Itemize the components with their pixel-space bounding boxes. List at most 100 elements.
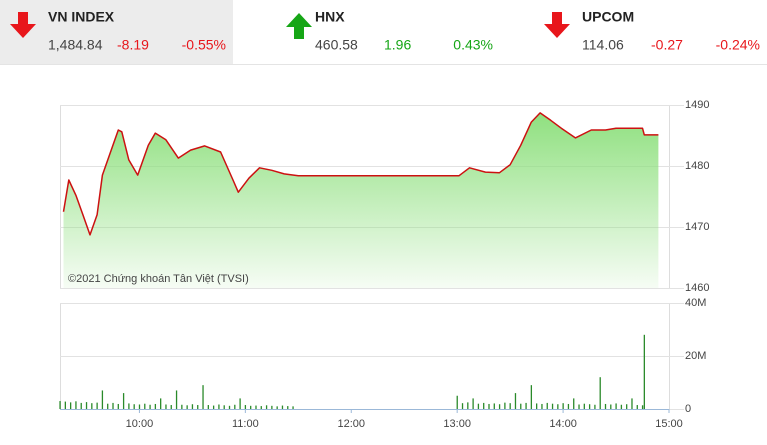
volume-bar bbox=[504, 402, 506, 409]
volume-bar bbox=[186, 405, 188, 409]
volume-bar bbox=[281, 405, 284, 409]
copyright: ©2021 Chứng khoán Tân Việt (TVSI) bbox=[68, 273, 249, 285]
volume-bar bbox=[138, 404, 141, 409]
volume-bar bbox=[144, 403, 146, 409]
volume-bar bbox=[207, 405, 209, 409]
index-change: -8.19 bbox=[117, 37, 149, 53]
volume-bar bbox=[546, 402, 548, 409]
volume-bar bbox=[160, 398, 162, 409]
index-name: VN INDEX bbox=[48, 9, 115, 25]
volume-bar bbox=[91, 403, 93, 409]
volume-bar bbox=[599, 377, 601, 409]
volume-bar bbox=[80, 402, 82, 409]
volume-bar bbox=[641, 405, 644, 409]
volume-bar bbox=[514, 393, 517, 409]
y-tick-label: 1460 bbox=[685, 282, 709, 294]
index-tab[interactable]: VN INDEX 1,484.84 -8.19 -0.55% bbox=[10, 9, 226, 53]
volume-bar bbox=[234, 404, 236, 409]
volume-bar bbox=[631, 398, 633, 409]
x-tick-label: 15:00 bbox=[655, 418, 683, 430]
volume-bar bbox=[626, 404, 628, 409]
index-value: 1,484.84 bbox=[48, 37, 103, 53]
volume-bar bbox=[520, 403, 522, 409]
volume-bar bbox=[292, 406, 294, 409]
volume-bar bbox=[557, 404, 559, 409]
y-tick-label: 0 bbox=[685, 403, 691, 415]
direction-arrow bbox=[286, 13, 312, 39]
volume-bar bbox=[149, 404, 151, 409]
direction-arrow bbox=[544, 12, 570, 38]
volume-bar bbox=[461, 403, 464, 409]
volume-bar bbox=[128, 403, 130, 409]
volume-bar bbox=[255, 405, 257, 409]
index-value: 460.58 bbox=[315, 37, 358, 53]
volume-bar bbox=[498, 404, 501, 409]
volume-bar bbox=[202, 385, 204, 409]
index-value: 114.06 bbox=[582, 37, 624, 53]
volume-bar bbox=[197, 405, 199, 409]
volume-bar bbox=[223, 405, 225, 409]
index-change: -0.27 bbox=[651, 37, 683, 53]
index-tab[interactable]: UPCOM 114.06 -0.27 -0.24% bbox=[544, 9, 760, 53]
volume-bar bbox=[133, 404, 135, 409]
volume-bar bbox=[610, 404, 612, 409]
index-change: 1.96 bbox=[384, 37, 411, 53]
y-tick-label: 1470 bbox=[685, 221, 709, 233]
index-name: UPCOM bbox=[582, 9, 634, 25]
index-name: HNX bbox=[315, 9, 345, 25]
volume-bar bbox=[488, 403, 490, 409]
volume-bar bbox=[85, 402, 88, 409]
volume-bar bbox=[276, 406, 278, 409]
index-percent: -0.24% bbox=[716, 37, 760, 53]
y-tick-label: 1480 bbox=[685, 160, 709, 172]
volume-bar bbox=[483, 402, 485, 409]
index-percent: -0.55% bbox=[182, 37, 226, 53]
volume-bar bbox=[567, 403, 570, 409]
volume-bar bbox=[218, 404, 220, 409]
volume-bar bbox=[643, 334, 645, 409]
volume-bar bbox=[170, 405, 172, 409]
direction-arrow bbox=[10, 12, 36, 38]
volume-bar bbox=[260, 406, 262, 409]
volume-bar bbox=[250, 405, 252, 409]
volume-bar bbox=[588, 404, 591, 409]
y-tick-label: 40M bbox=[685, 297, 706, 309]
volume-bar bbox=[191, 404, 194, 409]
x-tick-label: 12:00 bbox=[337, 418, 365, 430]
x-tick-label: 10:00 bbox=[126, 418, 154, 430]
volume-bar bbox=[536, 403, 538, 409]
volume-bar bbox=[509, 403, 511, 409]
volume-bar bbox=[64, 401, 66, 409]
volume-bar bbox=[551, 403, 554, 409]
index-percent: 0.43% bbox=[453, 37, 493, 53]
volume-bar bbox=[69, 402, 72, 409]
volume-bar bbox=[117, 403, 119, 409]
x-tick-label: 11:00 bbox=[232, 418, 259, 430]
index-tab[interactable]: HNX 460.58 1.96 0.43% bbox=[286, 9, 493, 53]
volume-bar bbox=[578, 404, 580, 409]
volume-bar bbox=[541, 403, 543, 409]
volume-bar bbox=[244, 405, 247, 409]
y-tick-label: 20M bbox=[685, 350, 706, 362]
volume-bar bbox=[456, 395, 458, 409]
x-tick-label: 14:00 bbox=[549, 418, 577, 430]
volume-bar bbox=[101, 390, 104, 409]
volume-bar bbox=[112, 402, 114, 409]
volume-bar bbox=[96, 402, 98, 409]
volume-bar bbox=[620, 404, 623, 409]
volume-bar bbox=[530, 385, 533, 409]
volume-bar bbox=[472, 398, 474, 409]
y-tick-label: 1490 bbox=[685, 99, 709, 111]
x-tick-label: 13:00 bbox=[443, 418, 471, 430]
volume-bar bbox=[525, 402, 527, 409]
volume-bar bbox=[615, 403, 617, 409]
volume-bar bbox=[477, 403, 480, 409]
volume-bar bbox=[271, 405, 273, 409]
area-fill bbox=[63, 112, 659, 289]
volume-bar bbox=[181, 404, 183, 409]
volume-bar bbox=[212, 405, 215, 409]
volume-bar bbox=[604, 403, 607, 409]
volume-bar bbox=[154, 403, 157, 409]
volume-bar bbox=[287, 406, 289, 409]
